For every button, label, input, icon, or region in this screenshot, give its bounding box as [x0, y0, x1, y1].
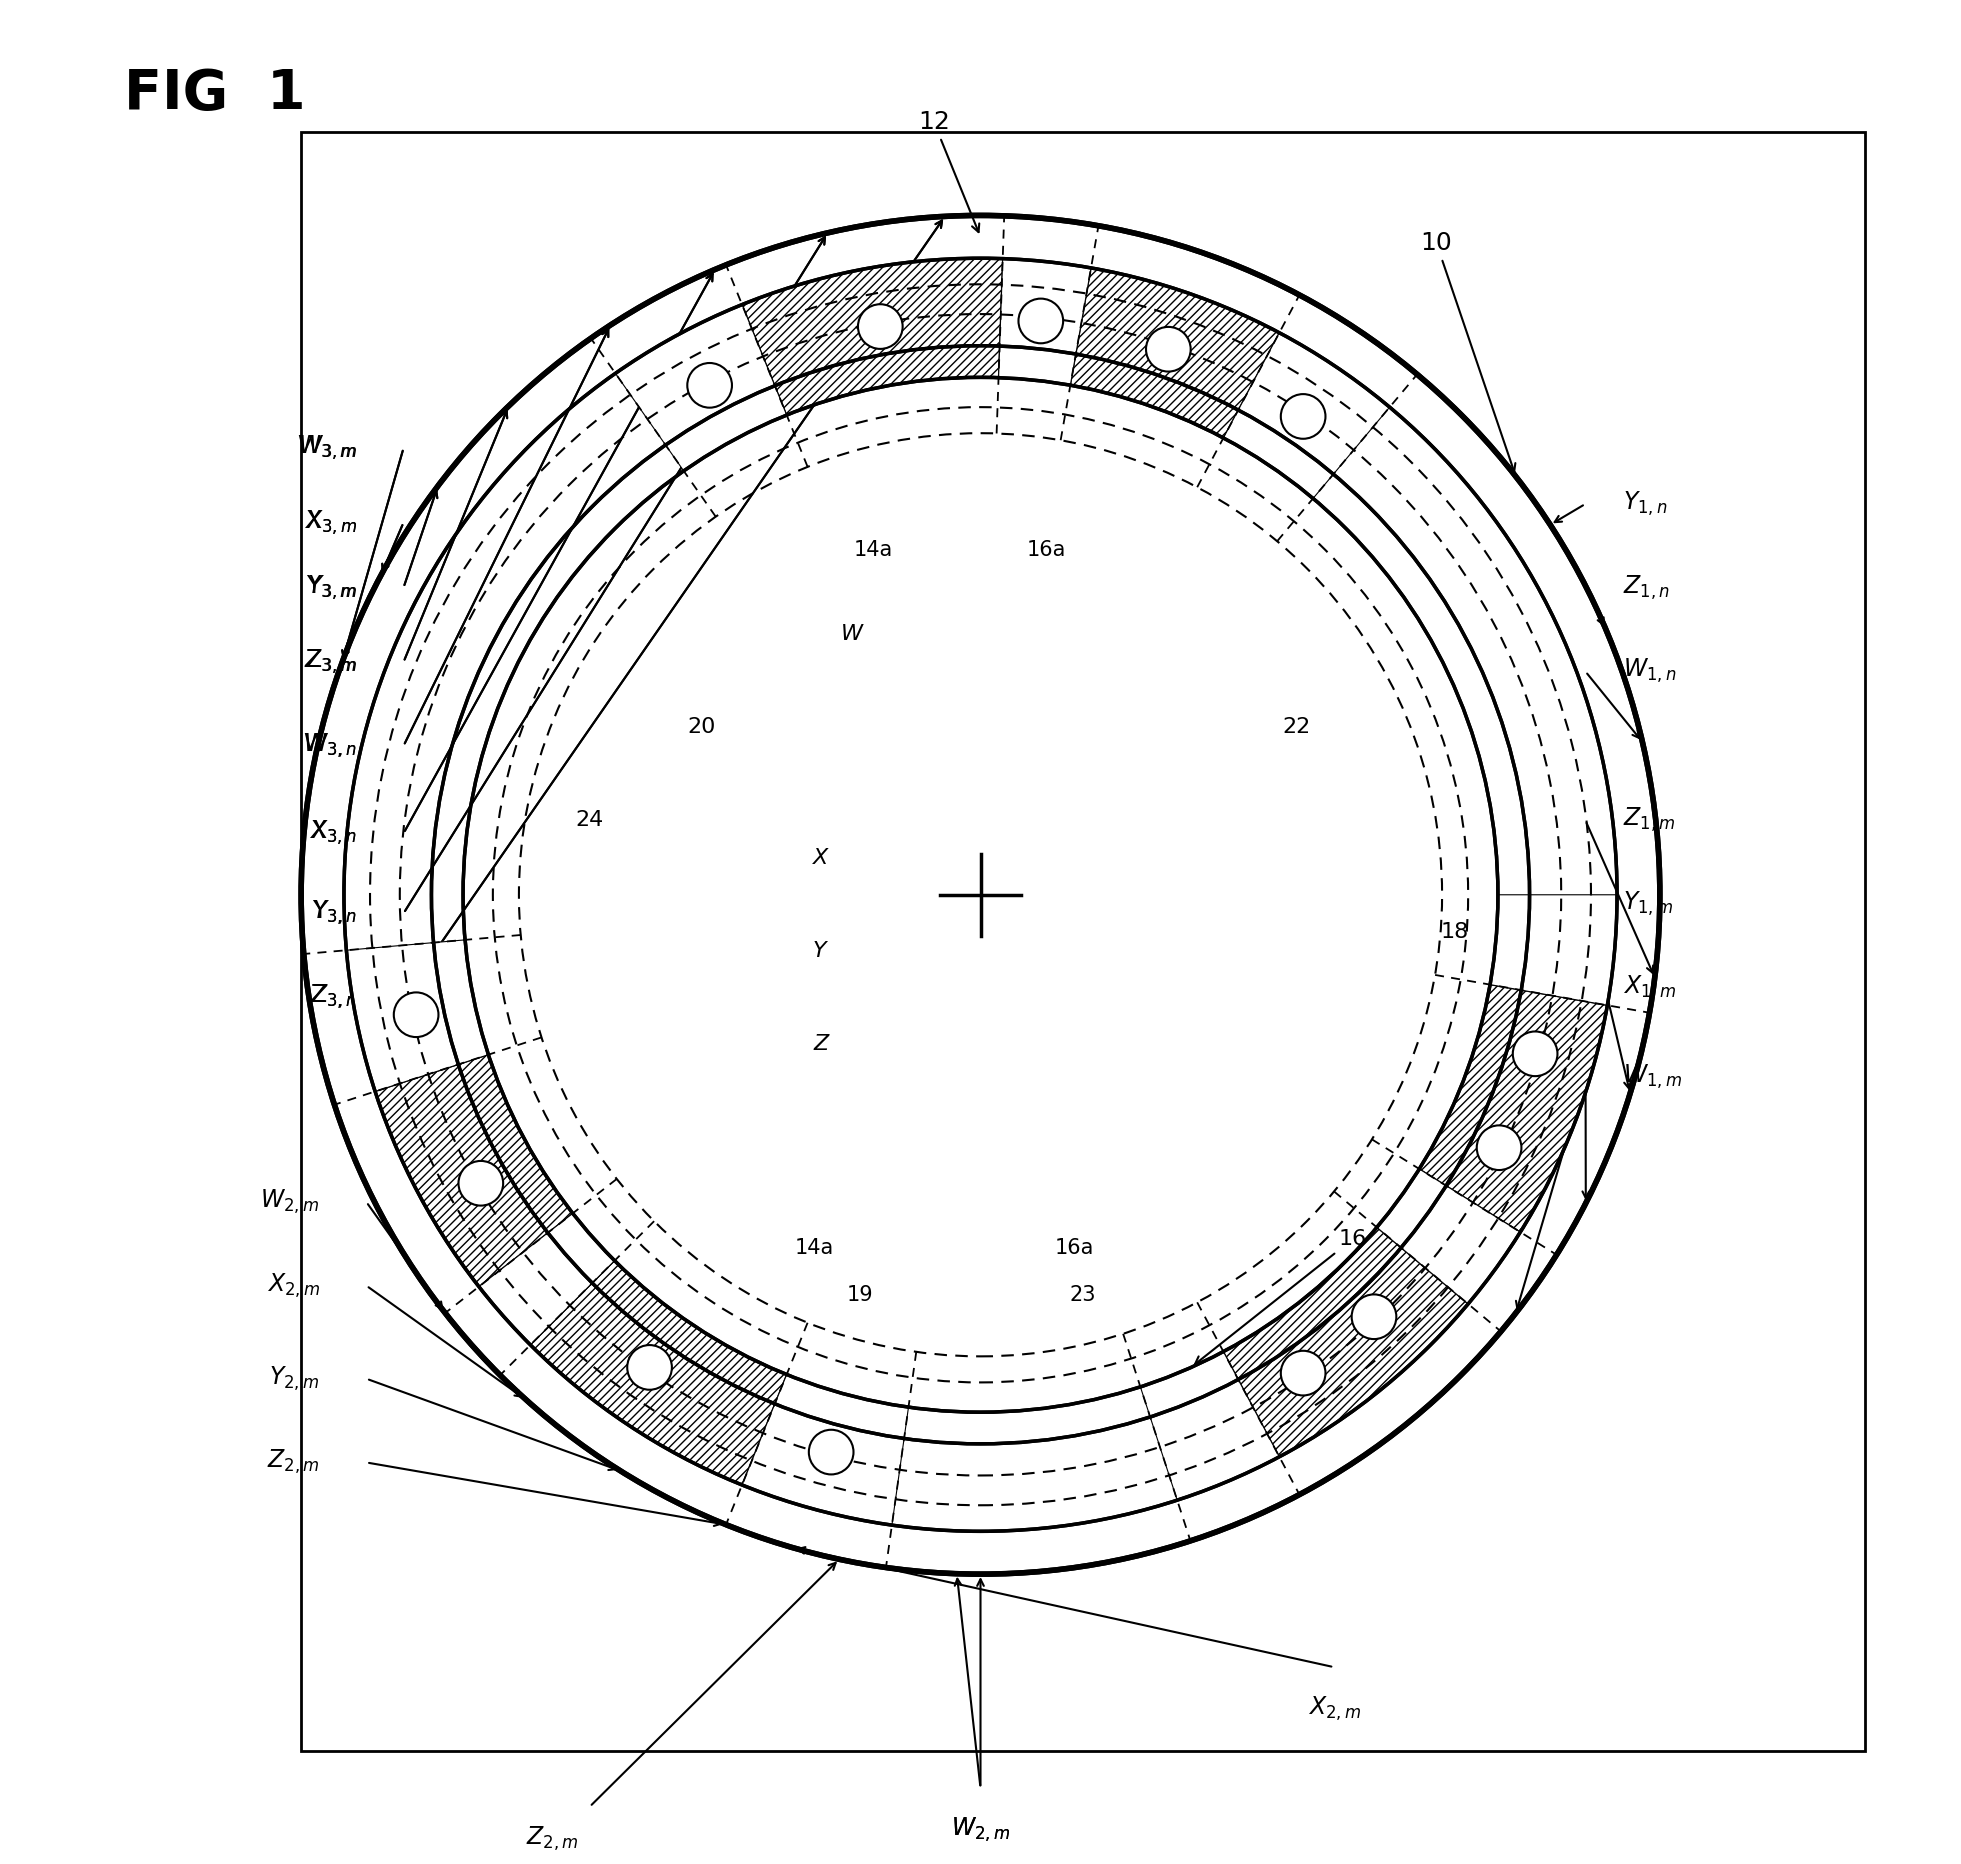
Text: $X_{3,n}$: $X_{3,n}$ — [310, 820, 357, 848]
Text: Y$_{3,m}$: Y$_{3,m}$ — [306, 574, 357, 602]
Circle shape — [1512, 1031, 1557, 1076]
Text: 16a: 16a — [1028, 541, 1067, 561]
Text: $W_{2,m}$: $W_{2,m}$ — [261, 1187, 320, 1215]
Text: $X_{2,m}$: $X_{2,m}$ — [267, 1271, 320, 1299]
Text: Z$_{3,m}$: Z$_{3,m}$ — [304, 649, 357, 677]
Text: $W_{2,m}$: $W_{2,m}$ — [951, 1816, 1010, 1843]
Text: $X_{1,m}$: $X_{1,m}$ — [1622, 973, 1677, 1001]
Circle shape — [859, 304, 902, 349]
Polygon shape — [741, 259, 1002, 416]
Text: $Y_{2,m}$: $Y_{2,m}$ — [269, 1364, 320, 1392]
Text: W$_{3,m}$: W$_{3,m}$ — [298, 434, 357, 462]
Text: 10: 10 — [1420, 231, 1516, 472]
Text: $X_{2,m}$: $X_{2,m}$ — [1308, 1694, 1361, 1722]
Text: $W_{3,m}$: $W_{3,m}$ — [298, 434, 357, 462]
Text: $X_{3,m}$: $X_{3,m}$ — [304, 509, 357, 537]
Text: $W_{1,n}$: $W_{1,n}$ — [1622, 658, 1677, 686]
Polygon shape — [616, 304, 786, 472]
Text: FIG  1: FIG 1 — [124, 67, 306, 121]
Text: 18: 18 — [1441, 923, 1469, 941]
Polygon shape — [529, 1260, 786, 1486]
Circle shape — [394, 992, 439, 1036]
Polygon shape — [345, 259, 1618, 1530]
Text: W$_{3,n}$: W$_{3,n}$ — [304, 733, 357, 761]
Text: 12: 12 — [918, 110, 979, 233]
Text: $Y_{1,n}$: $Y_{1,n}$ — [1622, 490, 1667, 518]
Text: $Y_{3,n}$: $Y_{3,n}$ — [312, 898, 357, 928]
Text: Y$_{3,n}$: Y$_{3,n}$ — [312, 898, 357, 928]
Circle shape — [686, 363, 731, 408]
Text: $W_{2,m}$: $W_{2,m}$ — [951, 1816, 1010, 1843]
Circle shape — [1281, 393, 1326, 438]
Text: $Y_{1,m}$: $Y_{1,m}$ — [1622, 889, 1673, 919]
Circle shape — [1351, 1294, 1396, 1338]
Text: $Z_{1,m}$: $Z_{1,m}$ — [1622, 807, 1675, 835]
Polygon shape — [1490, 895, 1618, 1005]
Polygon shape — [1224, 1227, 1469, 1458]
Text: 16: 16 — [1194, 1228, 1367, 1364]
Circle shape — [1145, 326, 1190, 371]
Text: X$_{3,m}$: X$_{3,m}$ — [304, 509, 357, 537]
Polygon shape — [1224, 334, 1390, 498]
Polygon shape — [1377, 1169, 1520, 1305]
Text: 23: 23 — [1069, 1284, 1096, 1305]
Text: $Z_{1,n}$: $Z_{1,n}$ — [1622, 574, 1669, 602]
Text: 24: 24 — [575, 811, 604, 829]
Text: 14a: 14a — [853, 541, 892, 561]
Text: Z: Z — [814, 1035, 828, 1053]
Circle shape — [1018, 298, 1063, 343]
Text: 14a: 14a — [794, 1238, 833, 1258]
Text: 19: 19 — [847, 1284, 873, 1305]
Text: $W_{1,m}$: $W_{1,m}$ — [1622, 1062, 1683, 1090]
Text: 20: 20 — [686, 718, 716, 738]
Text: X$_{3,n}$: X$_{3,n}$ — [310, 820, 357, 848]
Circle shape — [628, 1346, 673, 1391]
Polygon shape — [478, 1213, 614, 1344]
Text: $Z_{3,n}$: $Z_{3,n}$ — [310, 982, 357, 1010]
Circle shape — [808, 1430, 853, 1474]
Text: X: X — [814, 848, 828, 867]
Text: W: W — [841, 624, 863, 645]
Circle shape — [1281, 1351, 1326, 1396]
Text: Z$_{3,n}$: Z$_{3,n}$ — [310, 982, 357, 1010]
Text: $W_{3,n}$: $W_{3,n}$ — [304, 733, 357, 761]
Text: $Y_{3,m}$: $Y_{3,m}$ — [306, 574, 357, 602]
Circle shape — [1477, 1126, 1522, 1171]
Polygon shape — [347, 939, 488, 1092]
Text: 16a: 16a — [1055, 1238, 1094, 1258]
Polygon shape — [1071, 268, 1279, 438]
Text: Y: Y — [814, 941, 828, 960]
Polygon shape — [1420, 984, 1608, 1232]
Polygon shape — [741, 1374, 908, 1525]
Circle shape — [459, 1161, 504, 1206]
Bar — [302, 132, 1865, 1750]
Polygon shape — [375, 1055, 573, 1286]
Text: $Z_{2,m}$: $Z_{2,m}$ — [267, 1448, 320, 1476]
Text: $Z_{2,m}$: $Z_{2,m}$ — [526, 1825, 578, 1853]
Polygon shape — [998, 259, 1090, 386]
Text: $Z_{3,m}$: $Z_{3,m}$ — [304, 649, 357, 677]
Text: 22: 22 — [1282, 718, 1312, 738]
Text: 14: 14 — [557, 1294, 657, 1314]
Polygon shape — [1141, 1351, 1279, 1501]
